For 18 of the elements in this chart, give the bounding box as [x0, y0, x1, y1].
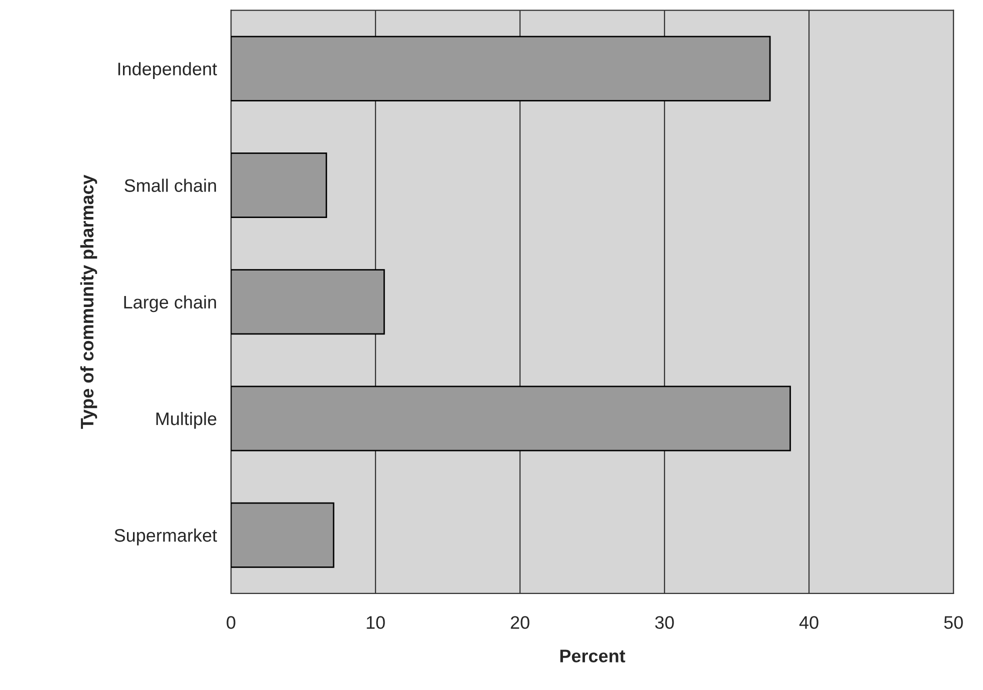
x-tick-label: 50: [944, 616, 963, 629]
x-tick-label: 0: [226, 616, 236, 629]
x-tick-label: 40: [799, 616, 818, 629]
x-tick-label: 10: [366, 616, 385, 629]
y-tick-label: Large chain: [124, 295, 216, 312]
x-tick-label: 20: [510, 616, 530, 629]
y-tick-label: Supermarket: [114, 528, 217, 546]
bar: [231, 36, 771, 102]
bar: [231, 386, 791, 452]
bar: [231, 269, 385, 335]
x-tick-label: 30: [655, 616, 674, 629]
y-axis-title: Type of community pharmacy: [80, 174, 98, 429]
y-tick-label: Multiple: [156, 412, 216, 429]
y-tick-label: Small chain: [124, 178, 216, 192]
bar: [231, 502, 334, 568]
x-axis-title: Percent: [560, 650, 626, 662]
y-tick-label: Independent: [118, 62, 217, 79]
bar: [231, 152, 328, 218]
